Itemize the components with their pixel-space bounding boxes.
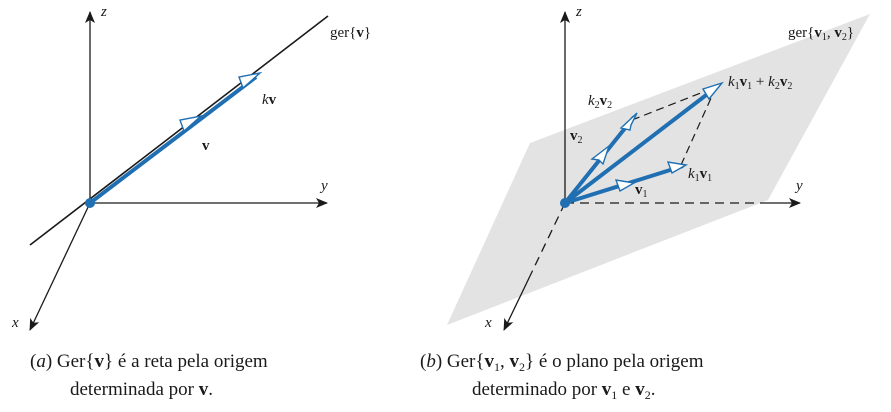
caption-a-line1: (a) Ger{v} é a reta pela origem [30, 351, 268, 372]
arrowhead-kv [238, 71, 263, 90]
parallelogram-side-top [631, 86, 717, 121]
x-axis-a [29, 202, 91, 331]
arrowhead-sum [701, 81, 725, 101]
x-axis-label-b: x [484, 315, 492, 331]
panel-b: z y x ger{v1, v2} k1v1 + k2v2 k2v2 v2 k1… [420, 4, 870, 402]
arrowhead-v1 [614, 179, 637, 193]
v-label-a: v [202, 138, 210, 154]
origin-point-a [85, 198, 95, 208]
caption-b-line1: (b) Ger{v1, v2} é o plano pela origem [420, 351, 704, 374]
z-axis-label-b: z [575, 4, 582, 20]
span-v1-v2-label: ger{v1, v2} [788, 25, 854, 43]
z-axis-label-a: z [100, 4, 107, 20]
span-line [29, 15, 329, 246]
span-plane [447, 14, 870, 325]
k2v2-label: k2v2 [588, 93, 612, 111]
arrowhead-v2 [590, 144, 611, 166]
panel-a: z y x ger{v} kv v (a) Ger{v} é a reta pe… [11, 4, 371, 400]
x-axis-b [503, 275, 531, 331]
k1v1-label: k1v1 [688, 166, 712, 184]
arrowhead-k1v1 [666, 161, 689, 175]
y-axis-label-b: y [794, 178, 803, 194]
x-axis-b-hidden [529, 202, 566, 277]
x-axis-label-a: x [11, 315, 19, 331]
caption-b-line2: determinado por v1 e v2. [472, 379, 655, 402]
v2-label: v2 [570, 128, 583, 146]
arrowhead-v [179, 114, 204, 133]
kv-label: kv [262, 92, 277, 108]
span-v-label: ger{v} [330, 25, 371, 41]
sum-label: k1v1 + k2v2 [728, 74, 792, 92]
vector-kv [88, 75, 258, 205]
arrowhead-k2v2 [619, 112, 638, 131]
origin-point-b [560, 198, 570, 208]
parallelogram-side-right [680, 86, 717, 166]
caption-a-line2: determinada por v. [70, 379, 213, 400]
v1-label: v1 [635, 182, 648, 200]
y-axis-label-a: y [319, 178, 328, 194]
vector-sum [563, 84, 720, 205]
